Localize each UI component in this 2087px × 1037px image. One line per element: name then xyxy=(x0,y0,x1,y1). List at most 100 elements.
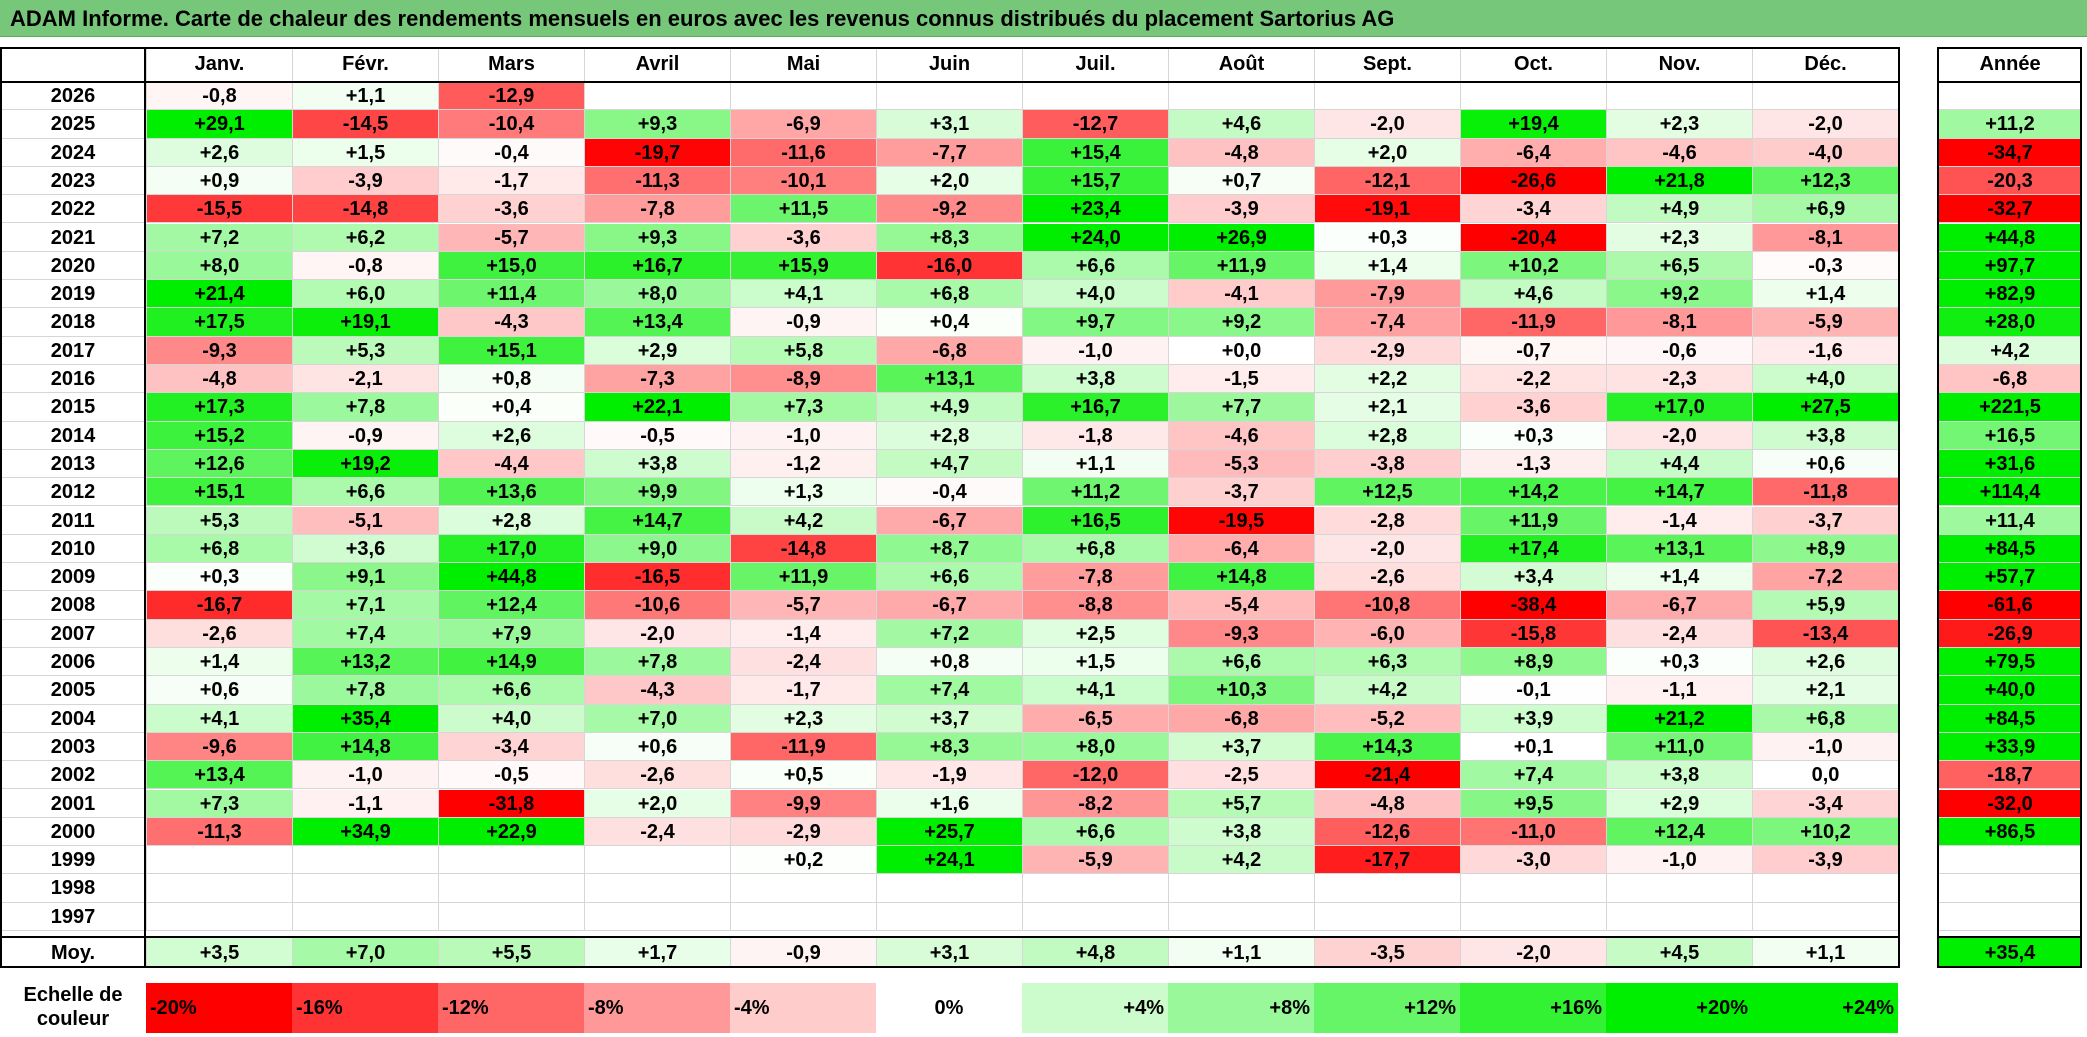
annual-cell: +79,5 xyxy=(1938,648,2081,677)
heatmap-cell: -1,1 xyxy=(292,789,438,818)
heatmap-cell: +4,1 xyxy=(146,704,292,733)
average-cell: +3,1 xyxy=(876,938,1022,968)
heatmap-cell: +14,7 xyxy=(1606,478,1752,507)
heatmap-cell xyxy=(438,874,584,903)
heatmap-cell: +15,7 xyxy=(1022,166,1168,196)
heatmap-cell: +13,1 xyxy=(1606,534,1752,564)
heatmap-cell: +6,9 xyxy=(1752,195,1898,224)
color-scale-swatch: 0% xyxy=(876,983,1022,1033)
row-year-label: 2026 xyxy=(0,82,146,111)
heatmap-cell: -2,3 xyxy=(1606,365,1752,394)
heatmap-cell: +2,9 xyxy=(1606,789,1752,818)
heatmap-cell: +14,8 xyxy=(292,732,438,762)
heatmap-cell: +1,4 xyxy=(1606,563,1752,592)
heatmap-cell: +4,0 xyxy=(438,704,584,733)
heatmap-cell: -3,0 xyxy=(1460,846,1606,875)
heatmap-cell: -3,4 xyxy=(1460,195,1606,224)
heatmap-cell: -12,6 xyxy=(1314,817,1460,847)
heatmap-cell: -3,6 xyxy=(438,195,584,224)
heatmap-cell: +6,8 xyxy=(876,280,1022,309)
heatmap-cell: +1,4 xyxy=(1314,251,1460,281)
heatmap-cell: -6,0 xyxy=(1314,619,1460,648)
heatmap-cell: -15,8 xyxy=(1460,619,1606,648)
color-scale-swatch: -16% xyxy=(292,983,438,1033)
heatmap-cell: -5,7 xyxy=(730,591,876,620)
heatmap-cell: -16,7 xyxy=(146,591,292,620)
row-year-label: 2009 xyxy=(0,563,146,592)
heatmap-cell: +4,6 xyxy=(1168,110,1314,139)
heatmap-cell: +6,5 xyxy=(1606,251,1752,281)
heatmap-cell: +26,9 xyxy=(1168,223,1314,252)
heatmap-cell: +5,3 xyxy=(146,506,292,535)
heatmap-cell xyxy=(876,82,1022,111)
heatmap-cell: -9,3 xyxy=(146,336,292,365)
heatmap-cell: +14,7 xyxy=(584,506,730,535)
header-underline xyxy=(0,81,1900,83)
heatmap-cell: -6,4 xyxy=(1460,138,1606,167)
heatmap-cell: -11,6 xyxy=(730,138,876,167)
month-header: Oct. xyxy=(1460,47,1606,82)
heatmap-cell: +1,3 xyxy=(730,478,876,507)
heatmap-cell: -8,8 xyxy=(1022,591,1168,620)
heatmap-cell: +11,2 xyxy=(1022,478,1168,507)
heatmap-cell: +3,9 xyxy=(1460,704,1606,733)
heatmap-cell: -1,0 xyxy=(1022,336,1168,365)
row-year-label: 2000 xyxy=(0,817,146,847)
heatmap-cell: +5,9 xyxy=(1752,591,1898,620)
heatmap-cell: +3,7 xyxy=(876,704,1022,733)
heatmap-cell xyxy=(1022,902,1168,931)
heatmap-cell: -4,3 xyxy=(438,308,584,337)
heatmap-cell: -0,6 xyxy=(1606,336,1752,365)
heatmap-cell: +14,3 xyxy=(1314,732,1460,762)
heatmap-cell: +4,2 xyxy=(730,506,876,535)
heatmap-cell: -1,4 xyxy=(730,619,876,648)
annual-cell: -18,7 xyxy=(1938,761,2081,790)
heatmap-cell: -2,8 xyxy=(1314,506,1460,535)
heatmap-cell: -6,7 xyxy=(876,591,1022,620)
heatmap-cell xyxy=(292,874,438,903)
heatmap-cell: -1,8 xyxy=(1022,421,1168,450)
heatmap-cell: +3,8 xyxy=(1752,421,1898,450)
heatmap-cell: -0,4 xyxy=(876,478,1022,507)
heatmap-cell: -0,1 xyxy=(1460,676,1606,705)
heatmap-cell: -0,8 xyxy=(292,251,438,281)
heatmap-cell: +2,8 xyxy=(1314,421,1460,450)
heatmap-cell: +2,0 xyxy=(1314,138,1460,167)
heatmap-cell: -3,7 xyxy=(1168,478,1314,507)
heatmap-cell xyxy=(1314,874,1460,903)
heatmap-cell: +13,4 xyxy=(584,308,730,337)
heatmap-cell: -13,4 xyxy=(1752,619,1898,648)
annual-cell: -32,7 xyxy=(1938,195,2081,224)
heatmap-cell: +14,2 xyxy=(1460,478,1606,507)
heatmap-cell: -2,4 xyxy=(730,648,876,677)
heatmap-cell: -1,0 xyxy=(292,761,438,790)
average-separator xyxy=(0,936,1900,938)
month-header: Mars xyxy=(438,47,584,82)
heatmap-cell: +17,5 xyxy=(146,308,292,337)
heatmap-cell: -0,9 xyxy=(292,421,438,450)
heatmap-cell: -5,4 xyxy=(1168,591,1314,620)
heatmap-cell: +16,5 xyxy=(1022,506,1168,535)
heatmap-cell: +16,7 xyxy=(584,251,730,281)
heatmap-cell: -1,6 xyxy=(1752,336,1898,365)
row-year-label: 2020 xyxy=(0,251,146,281)
heatmap-cell: +19,1 xyxy=(292,308,438,337)
heatmap-cell: -2,9 xyxy=(730,817,876,847)
heatmap-cell: -3,6 xyxy=(730,223,876,252)
heatmap-cell: -2,0 xyxy=(1314,534,1460,564)
heatmap-cell: -3,9 xyxy=(1752,846,1898,875)
heatmap-cell: -6,8 xyxy=(876,336,1022,365)
heatmap-cell: -5,9 xyxy=(1022,846,1168,875)
heatmap-cell: -11,9 xyxy=(1460,308,1606,337)
heatmap-cell: -4,8 xyxy=(146,365,292,394)
heatmap-cell: -10,1 xyxy=(730,166,876,196)
row-year-label: 2006 xyxy=(0,648,146,677)
heatmap-cell: +2,6 xyxy=(1752,648,1898,677)
color-scale-swatch: +12% xyxy=(1314,983,1460,1033)
heatmap-cell: +15,4 xyxy=(1022,138,1168,167)
row-year-label: 2019 xyxy=(0,280,146,309)
heatmap-cell: +7,8 xyxy=(292,393,438,422)
month-header: Juil. xyxy=(1022,47,1168,82)
color-scale-label: Echelle de couleur xyxy=(23,984,123,1030)
heatmap-cell: +2,9 xyxy=(584,336,730,365)
